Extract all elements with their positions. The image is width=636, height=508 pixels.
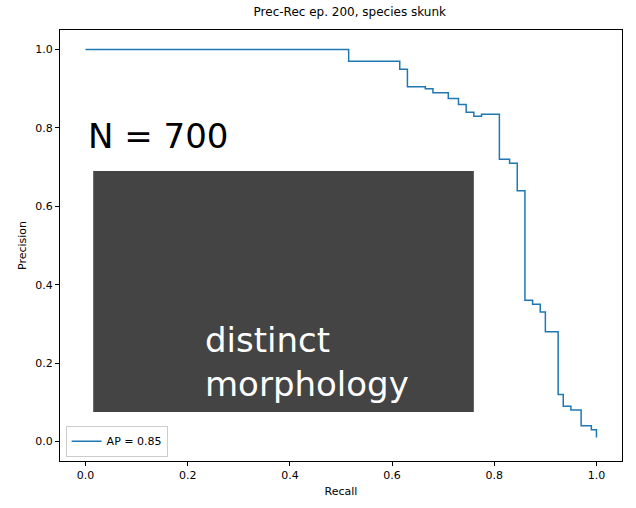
svg-text:0.6: 0.6 xyxy=(35,200,53,213)
svg-text:0.4: 0.4 xyxy=(35,279,53,292)
svg-text:distinctmorphology: distinctmorphology xyxy=(205,320,409,404)
svg-text:Precision: Precision xyxy=(16,221,29,270)
svg-text:Recall: Recall xyxy=(325,485,358,498)
svg-text:AP = 0.85: AP = 0.85 xyxy=(107,435,162,448)
svg-text:0.2: 0.2 xyxy=(179,469,197,482)
svg-text:0.8: 0.8 xyxy=(35,122,53,135)
svg-text:1.0: 1.0 xyxy=(588,469,606,482)
svg-text:0.6: 0.6 xyxy=(383,469,401,482)
svg-text:0.0: 0.0 xyxy=(77,469,95,482)
svg-text:0.0: 0.0 xyxy=(35,435,53,448)
svg-text:N = 700: N = 700 xyxy=(88,116,228,156)
svg-text:1.0: 1.0 xyxy=(35,43,53,56)
svg-text:0.4: 0.4 xyxy=(281,469,299,482)
svg-text:Prec-Rec ep. 200, species skun: Prec-Rec ep. 200, species skunk xyxy=(254,5,446,19)
svg-text:0.8: 0.8 xyxy=(486,469,504,482)
svg-text:0.2: 0.2 xyxy=(35,357,53,370)
